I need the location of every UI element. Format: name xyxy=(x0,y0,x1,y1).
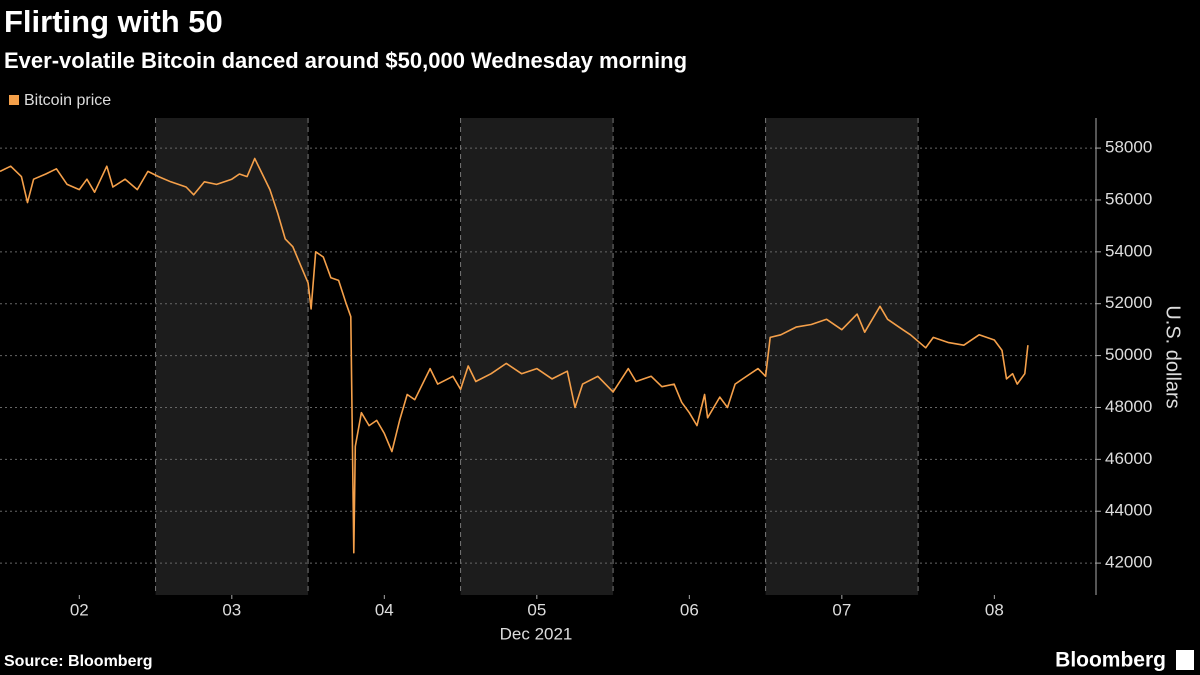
x-axis-label: Dec 2021 xyxy=(500,624,573,643)
y-tick-label: 56000 xyxy=(1105,189,1152,208)
legend-swatch xyxy=(9,95,19,105)
source: Source: Bloomberg xyxy=(4,653,152,670)
y-tick-label: 52000 xyxy=(1105,293,1152,312)
x-tick-label: 05 xyxy=(527,600,546,619)
brand-icon xyxy=(1176,650,1194,670)
shaded-span xyxy=(765,118,919,595)
shaded-span xyxy=(155,118,309,595)
x-tick-label: 07 xyxy=(832,600,851,619)
chart-title: Flirting with 50 xyxy=(4,4,223,39)
y-tick-label: 58000 xyxy=(1105,138,1152,157)
y-tick-label: 44000 xyxy=(1105,501,1152,520)
y-tick-label: 54000 xyxy=(1105,241,1152,260)
x-tick-label: 04 xyxy=(375,600,394,619)
brand: Bloomberg xyxy=(1055,649,1166,672)
x-tick-label: 03 xyxy=(222,600,241,619)
legend-label: Bitcoin price xyxy=(24,92,111,109)
y-tick-label: 46000 xyxy=(1105,449,1152,468)
y-tick-label: 42000 xyxy=(1105,553,1152,572)
x-tick-label: 08 xyxy=(985,600,1004,619)
y-tick-label: 50000 xyxy=(1105,345,1152,364)
x-tick-label: 02 xyxy=(70,600,89,619)
y-axis-label: U.S. dollars xyxy=(1162,305,1184,408)
shaded-span xyxy=(460,118,614,595)
chart-subtitle: Ever-volatile Bitcoin danced around $50,… xyxy=(4,48,687,73)
x-tick-label: 06 xyxy=(680,600,699,619)
y-tick-label: 48000 xyxy=(1105,397,1152,416)
price-line xyxy=(0,157,1029,554)
